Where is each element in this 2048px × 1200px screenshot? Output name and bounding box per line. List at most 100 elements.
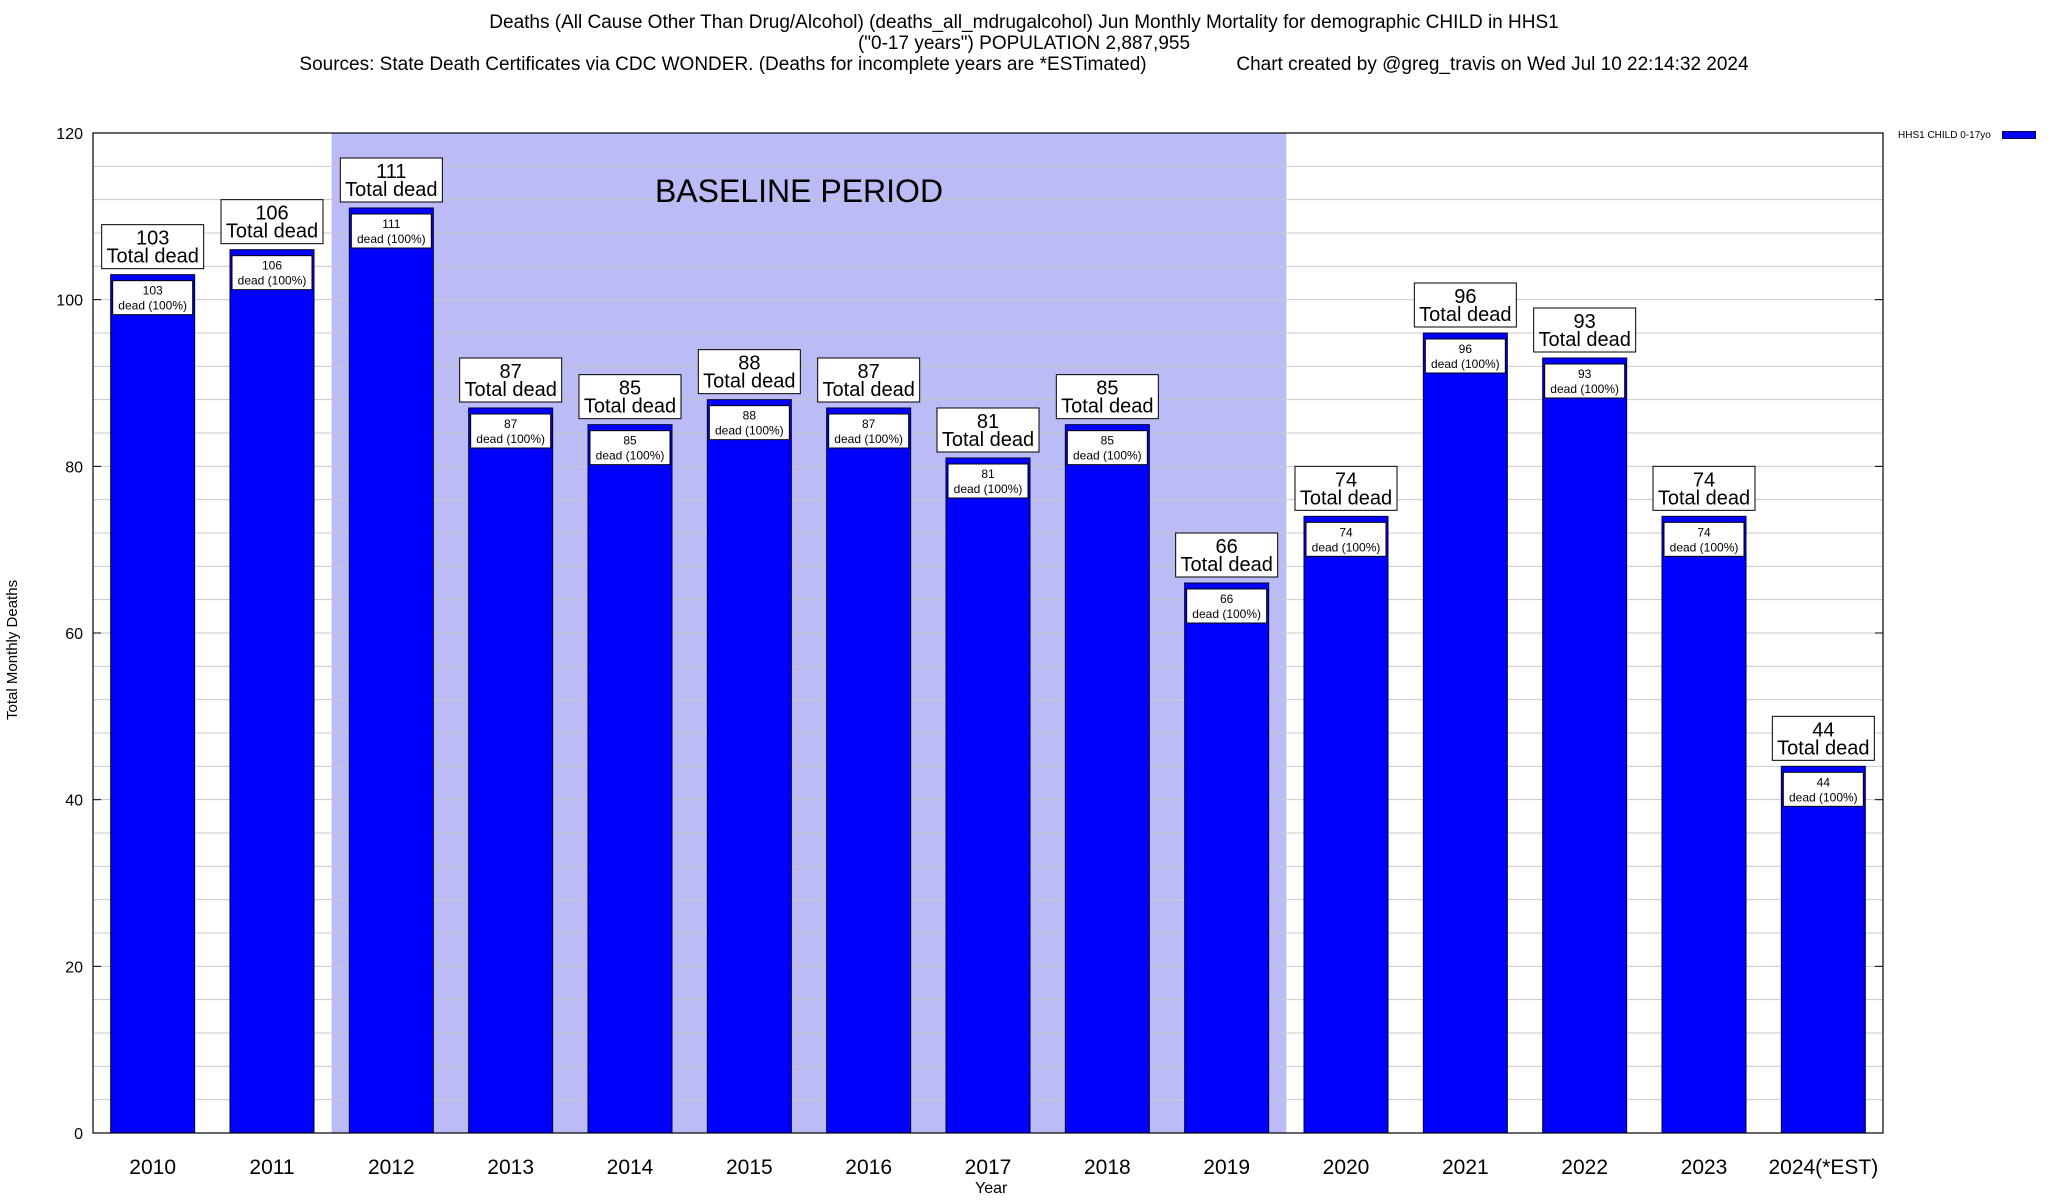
inner-value-label: 96 bbox=[1459, 342, 1473, 356]
y-tick-label: 20 bbox=[65, 959, 83, 976]
bar bbox=[348, 207, 434, 1134]
top-total-label: Total dead bbox=[1658, 487, 1750, 509]
legend-label: HHS1 CHILD 0-17yo bbox=[1898, 130, 1991, 141]
bar bbox=[110, 274, 196, 1134]
top-total-label: Total dead bbox=[942, 429, 1034, 451]
top-total-label: Total dead bbox=[465, 379, 557, 401]
top-total-label: Total dead bbox=[703, 371, 795, 393]
inner-percent-label: dead (100%) bbox=[1670, 540, 1739, 554]
plot-frame bbox=[92, 132, 1884, 1134]
inner-label-box bbox=[350, 213, 432, 249]
inner-percent-label: dead (100%) bbox=[715, 424, 784, 438]
inner-label-box bbox=[470, 413, 552, 449]
top-label-box bbox=[1055, 374, 1159, 420]
inner-percent-label: dead (100%) bbox=[1192, 607, 1261, 621]
inner-value-label: 111 bbox=[382, 217, 401, 231]
inner-value-label: 85 bbox=[1101, 434, 1115, 448]
bar bbox=[229, 249, 315, 1134]
inner-value-label: 74 bbox=[1697, 525, 1711, 539]
top-value-label: 103 bbox=[136, 228, 169, 250]
bar bbox=[1303, 515, 1389, 1134]
inner-percent-label: dead (100%) bbox=[596, 449, 665, 463]
top-label-box bbox=[459, 357, 563, 403]
x-tick-label: 2018 bbox=[1084, 1156, 1131, 1179]
top-value-label: 74 bbox=[1335, 469, 1357, 491]
top-total-label: Total dead bbox=[584, 396, 676, 418]
y-tick-label: 120 bbox=[56, 126, 83, 143]
inner-label-box bbox=[1663, 521, 1745, 557]
y-tick-label: 40 bbox=[65, 793, 83, 810]
inner-value-label: 85 bbox=[623, 434, 637, 448]
x-tick-label: 2019 bbox=[1203, 1156, 1250, 1179]
bar bbox=[1661, 515, 1747, 1134]
bar bbox=[1780, 765, 1866, 1134]
top-label-box bbox=[1652, 465, 1756, 511]
inner-value-label: 93 bbox=[1578, 367, 1592, 381]
top-total-label: Total dead bbox=[107, 246, 199, 268]
x-tick-label: 2010 bbox=[129, 1156, 176, 1179]
x-tick-label: 2011 bbox=[249, 1156, 294, 1179]
inner-percent-label: dead (100%) bbox=[238, 274, 307, 288]
bar bbox=[587, 424, 673, 1134]
inner-label-box bbox=[112, 280, 194, 316]
inner-label-box bbox=[1305, 521, 1387, 557]
bar bbox=[1422, 332, 1508, 1134]
top-value-label: 88 bbox=[738, 353, 760, 375]
x-tick-label: 2012 bbox=[368, 1156, 415, 1179]
inner-value-label: 44 bbox=[1817, 775, 1831, 789]
y-tick-label: 80 bbox=[65, 459, 83, 476]
x-tick-label: 2021 bbox=[1442, 1156, 1489, 1179]
bar bbox=[1064, 424, 1150, 1134]
inner-label-box bbox=[1066, 430, 1148, 466]
top-label-box bbox=[817, 357, 921, 403]
inner-label-box bbox=[231, 255, 313, 291]
inner-label-box bbox=[589, 430, 671, 466]
top-value-label: 96 bbox=[1454, 286, 1476, 308]
y-tick-label: 100 bbox=[56, 293, 83, 310]
x-tick-label: 2016 bbox=[845, 1156, 892, 1179]
inner-percent-label: dead (100%) bbox=[476, 432, 545, 446]
inner-label-box bbox=[1782, 771, 1864, 807]
bar bbox=[468, 407, 554, 1134]
inner-label-box bbox=[1186, 588, 1268, 624]
top-total-label: Total dead bbox=[1181, 554, 1273, 576]
inner-label-box bbox=[828, 413, 910, 449]
top-value-label: 111 bbox=[376, 161, 406, 183]
y-tick-label: 0 bbox=[74, 1126, 83, 1143]
inner-value-label: 74 bbox=[1339, 525, 1353, 539]
top-value-label: 106 bbox=[255, 203, 288, 225]
top-label-box bbox=[101, 224, 205, 270]
bar bbox=[945, 457, 1031, 1134]
bar bbox=[706, 399, 792, 1134]
top-label-box bbox=[1175, 532, 1279, 578]
top-label-box bbox=[936, 407, 1040, 453]
top-value-label: 87 bbox=[858, 361, 880, 383]
top-total-label: Total dead bbox=[1300, 487, 1392, 509]
inner-value-label: 66 bbox=[1220, 592, 1234, 606]
legend: HHS1 CHILD 0-17yo bbox=[1898, 130, 2036, 141]
y-tick-label: 60 bbox=[65, 626, 83, 643]
x-tick-label: 2013 bbox=[487, 1156, 534, 1179]
x-tick-label: 2015 bbox=[726, 1156, 773, 1179]
top-label-box bbox=[1533, 307, 1637, 353]
top-value-label: 93 bbox=[1574, 311, 1596, 333]
top-label-box bbox=[697, 349, 801, 395]
top-total-label: Total dead bbox=[1539, 329, 1631, 351]
inner-percent-label: dead (100%) bbox=[118, 299, 187, 313]
inner-value-label: 81 bbox=[981, 467, 995, 481]
inner-value-label: 87 bbox=[862, 417, 876, 431]
top-label-box bbox=[1413, 282, 1517, 328]
inner-label-box bbox=[947, 463, 1029, 499]
top-label-box bbox=[1294, 465, 1398, 511]
top-value-label: 87 bbox=[500, 361, 522, 383]
top-value-label: 81 bbox=[977, 411, 999, 433]
inner-percent-label: dead (100%) bbox=[1073, 449, 1142, 463]
top-value-label: 85 bbox=[619, 378, 641, 400]
inner-value-label: 87 bbox=[504, 417, 518, 431]
top-total-label: Total dead bbox=[226, 221, 318, 243]
inner-value-label: 103 bbox=[143, 284, 163, 298]
inner-percent-label: dead (100%) bbox=[1550, 382, 1619, 396]
chart-subtitle: ("0-17 years") POPULATION 2,887,955 bbox=[857, 33, 1191, 54]
baseline-label: BASELINE PERIOD bbox=[655, 173, 943, 209]
